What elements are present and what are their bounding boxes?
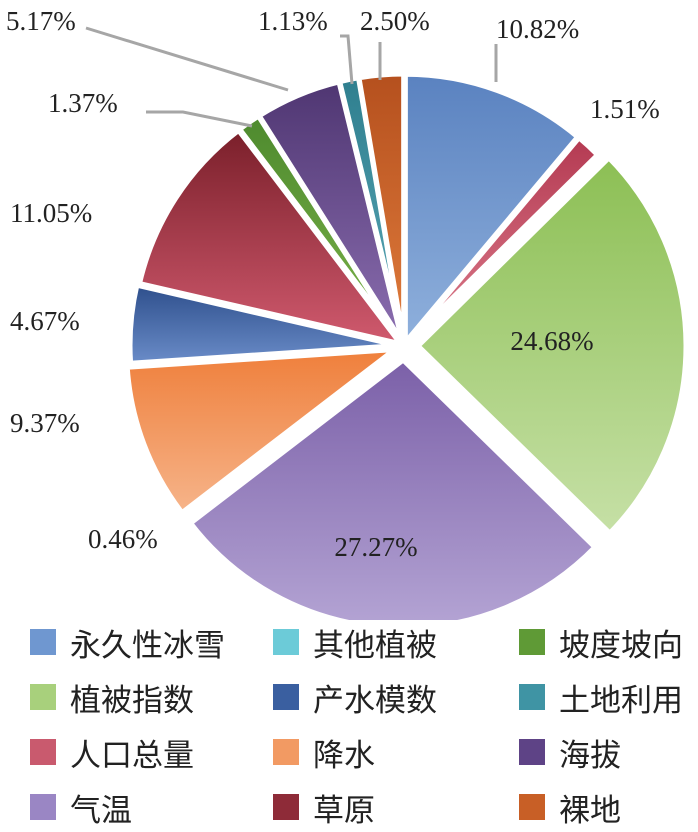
legend-item: 人口总量 — [30, 732, 273, 774]
legend-swatch — [273, 684, 299, 710]
legend-item: 土地利用 — [519, 677, 690, 719]
slice-label: 1.13% — [258, 6, 328, 36]
legend-swatch — [273, 794, 299, 820]
leader-line — [340, 34, 354, 85]
pie-chart: 10.82% 1.37% 24.68% 4.67% 1.13% 1.51% 9.37% 5.1… — [6, 6, 689, 620]
legend-swatch — [30, 629, 56, 655]
legend-item: 裸地 — [519, 787, 690, 829]
slice-label: 2.50% — [360, 6, 430, 36]
legend-label: 坡度坡向 — [559, 627, 683, 664]
slice-label: 11.05% — [10, 198, 92, 228]
slice-label: 27.27% — [334, 532, 417, 562]
legend-swatch — [519, 794, 545, 820]
legend-item: 降水 — [273, 732, 519, 774]
leader-line — [85, 26, 289, 92]
legend-label: 草原 — [313, 792, 375, 829]
slice-label: 4.67% — [10, 306, 80, 336]
legend-item: 其他植被 — [273, 622, 519, 664]
legend-swatch — [273, 629, 299, 655]
legend-swatch — [30, 794, 56, 820]
legend-swatch — [30, 684, 56, 710]
pie-slice — [124, 346, 403, 517]
legend-label: 产水模数 — [313, 682, 437, 719]
legend-label: 其他植被 — [313, 627, 437, 664]
legend-label: 海拔 — [559, 737, 621, 774]
legend-item: 海拔 — [519, 732, 690, 774]
legend-swatch — [519, 629, 545, 655]
pie-slice — [414, 154, 689, 537]
legend-label: 降水 — [313, 737, 375, 774]
legend-item: 坡度坡向 — [519, 622, 690, 664]
legend-swatch — [30, 739, 56, 765]
legend-swatch — [519, 684, 545, 710]
slice-label: 5.17% — [6, 6, 76, 36]
slice-label: 1.51% — [590, 94, 660, 124]
legend-item: 气温 — [30, 787, 273, 829]
legend-label: 气温 — [70, 792, 132, 829]
legend-label: 裸地 — [559, 792, 621, 829]
slice-label: 1.37% — [48, 88, 118, 118]
leader-line — [146, 110, 253, 128]
slice-label: 0.46% — [88, 524, 158, 554]
legend-swatch — [273, 739, 299, 765]
legend-item: 植被指数 — [30, 677, 273, 719]
legend-label: 植被指数 — [70, 682, 194, 719]
legend-label: 永久性冰雪 — [70, 627, 225, 664]
slice-label: 9.37% — [10, 408, 80, 438]
legend-item: 产水模数 — [273, 677, 519, 719]
chart-legend: 永久性冰雪 其他植被 坡度坡向植被指数 产水模数 土地利用人口总量 降水 海拔气温 草原 裸地 — [30, 622, 690, 829]
slice-label: 24.68% — [510, 326, 593, 356]
legend-label: 人口总量 — [70, 737, 194, 774]
pie-slice — [136, 126, 407, 348]
pie-slice — [404, 134, 602, 345]
pie-slice — [187, 356, 599, 620]
legend-label: 土地利用 — [559, 682, 683, 719]
legend-item: 永久性冰雪 — [30, 622, 273, 664]
legend-item: 草原 — [273, 787, 519, 829]
legend-swatch — [519, 739, 545, 765]
slice-label: 10.82% — [496, 14, 579, 44]
pie-slice — [402, 71, 582, 350]
